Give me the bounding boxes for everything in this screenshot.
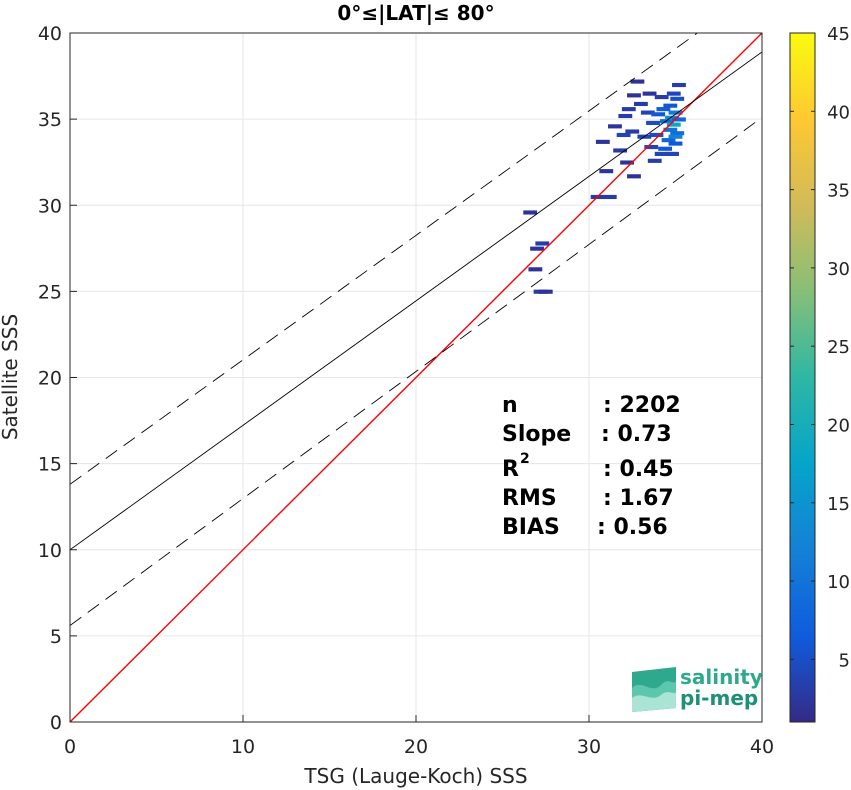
- density-cell: [647, 158, 662, 163]
- density-cell: [608, 124, 622, 129]
- density-cell: [633, 101, 648, 107]
- density-cell: [670, 96, 685, 101]
- density-cell: [658, 146, 673, 151]
- density-cell: [649, 132, 664, 138]
- density-cell: [595, 139, 610, 144]
- density-cell: [644, 144, 659, 150]
- stat-label-r: R: [502, 457, 519, 482]
- y-tick-label: 15: [38, 454, 62, 476]
- density-cell: [646, 120, 660, 125]
- stat-label-rms: RMS: [502, 486, 557, 511]
- density-cell: [665, 151, 679, 156]
- logo-line-2: pi-mep: [680, 686, 758, 710]
- stat-value-rms: : 1.67: [603, 486, 674, 511]
- density-cell: [627, 93, 641, 98]
- stats-box: n : 2202 Slope : 0.73 R 2 : 0.45 RMS : 1…: [502, 393, 681, 540]
- density-cell: [654, 95, 669, 100]
- density-cell: [625, 129, 640, 134]
- colorbar-tick-label: 15: [827, 494, 850, 515]
- density-cell: [535, 241, 550, 246]
- y-axis-title: Satellite SSS: [0, 314, 22, 440]
- density-cell: [613, 148, 628, 153]
- density-cell: [672, 117, 686, 122]
- wave-logo-icon: [632, 667, 676, 712]
- colorbar-tick-label: 10: [827, 572, 850, 593]
- y-tick-label: 0: [50, 712, 62, 734]
- colorbar-tick-label: 40: [827, 102, 850, 123]
- y-tick-label: 25: [38, 281, 62, 303]
- density-cell: [620, 160, 634, 165]
- density-cell: [616, 132, 631, 138]
- density-cell: [627, 174, 641, 179]
- density-cell: [672, 82, 686, 88]
- x-axis-title: TSG (Lauge-Koch) SSS: [303, 764, 527, 788]
- colorbar-tick-label: 20: [827, 415, 850, 436]
- one-to-one-line: [70, 33, 762, 722]
- stat-value-n: : 2202: [603, 393, 681, 418]
- colorbar-tick-label: 30: [827, 259, 850, 280]
- x-tick-label: 0: [64, 736, 76, 758]
- density-cell: [668, 110, 683, 115]
- x-axis-ticks: 0 10 20 30 40: [64, 715, 774, 758]
- x-tick-label: 30: [577, 736, 601, 758]
- stat-label-bias: BIAS: [502, 515, 560, 540]
- colorbar-tick-label: 25: [827, 337, 850, 358]
- density-cell: [661, 138, 676, 143]
- y-axis-ticks: 0 5 10 15 20 25 30 35 40: [38, 23, 77, 734]
- density-cell: [599, 169, 614, 174]
- stat-value-r: : 0.45: [603, 457, 674, 482]
- colorbar-tick-label: 45: [827, 24, 850, 45]
- stat-label-n: n: [502, 393, 518, 418]
- density-cell: [666, 91, 681, 96]
- density-cell: [651, 112, 666, 117]
- density-cell: [602, 194, 617, 200]
- density-cell: [654, 151, 669, 156]
- y-tick-label: 35: [38, 109, 62, 131]
- density-cell: [618, 113, 633, 119]
- upper-bound-line: [70, 33, 699, 485]
- x-tick-label: 10: [231, 736, 255, 758]
- density-cell: [630, 79, 645, 84]
- density-cell: [668, 134, 683, 139]
- density-cell: [663, 127, 678, 132]
- colorbar: 5 10 15 20 25 30 35 40 45: [789, 24, 850, 723]
- logo-line-1: salinity: [680, 665, 763, 689]
- density-cell: [538, 289, 553, 294]
- y-tick-label: 5: [50, 626, 62, 648]
- density-cell: [666, 122, 681, 127]
- chart-title: 0°≤|LAT|≤ 80°: [337, 1, 494, 25]
- regression-line: [70, 51, 762, 551]
- y-tick-label: 20: [38, 368, 62, 390]
- density-cell: [530, 246, 545, 251]
- stat-label-r-superscript: 2: [520, 451, 530, 467]
- density-cell: [656, 107, 671, 112]
- x-tick-label: 40: [750, 736, 774, 758]
- x-tick-label: 20: [404, 736, 428, 758]
- stat-value-bias: : 0.56: [597, 515, 668, 540]
- stat-value-slope: : 0.73: [601, 422, 672, 447]
- y-tick-label: 30: [38, 195, 62, 217]
- density-cells: [523, 79, 686, 294]
- density-cell: [668, 141, 683, 146]
- density-cell: [670, 131, 685, 136]
- colorbar-tick-label: 35: [827, 181, 850, 202]
- lower-bound-line: [70, 117, 762, 626]
- density-cell: [642, 91, 657, 96]
- colorbar-ticks: 5 10 15 20 25 30 35 40 45: [790, 24, 850, 671]
- salinity-pi-mep-logo: salinity pi-mep: [632, 665, 763, 712]
- density-cell: [523, 210, 538, 215]
- density-cell: [659, 119, 674, 124]
- density-cell: [663, 103, 678, 108]
- stat-label-slope: Slope: [502, 422, 571, 447]
- y-tick-label: 40: [38, 23, 62, 45]
- density-cell: [528, 267, 543, 272]
- colorbar-tick-label: 5: [839, 650, 850, 671]
- reference-lines: [70, 33, 762, 722]
- density-cell: [640, 110, 655, 115]
- density-cell: [621, 107, 636, 112]
- y-tick-label: 10: [38, 540, 62, 562]
- colorbar-gradient: [789, 32, 816, 723]
